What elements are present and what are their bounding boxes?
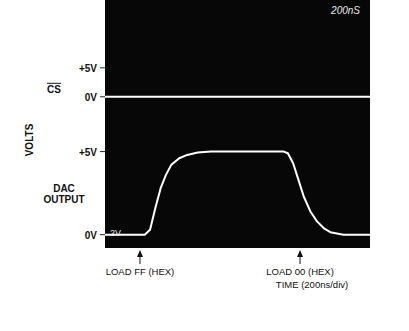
screen-label: 200nS	[330, 5, 360, 16]
x-axis-title: TIME (200ns/div)	[276, 279, 348, 290]
label-line: DAC	[53, 183, 75, 194]
y-axis-title: VOLTS	[24, 123, 35, 156]
trace	[105, 152, 370, 235]
annotation: LOAD FF (HEX)	[106, 266, 175, 277]
y-tick-label: 0V	[85, 92, 98, 103]
screen-label: 2V	[110, 228, 121, 238]
y-tick	[100, 96, 105, 97]
y-tick	[100, 67, 105, 68]
y-tick	[100, 151, 105, 152]
scope-screen	[105, 0, 370, 248]
y-tick-label: 0V	[85, 230, 98, 241]
chart: +5V 0V CS VOLTS 200nS +5V 0V DACOUTPUT 2V LOAD FF…	[0, 0, 409, 331]
traces	[105, 152, 370, 235]
arrow-head	[137, 250, 143, 257]
y-tick	[100, 234, 105, 235]
label-line: OUTPUT	[43, 194, 84, 205]
traces	[105, 96, 370, 97]
y-tick-label: +5V	[79, 147, 97, 158]
annotation: LOAD 00 (HEX)	[266, 266, 334, 277]
channel-label: CS	[47, 84, 61, 95]
channel-label: DACOUTPUT	[43, 183, 84, 205]
y-tick-label: +5V	[79, 63, 97, 74]
trace	[105, 96, 370, 98]
arrow-head	[297, 250, 303, 257]
